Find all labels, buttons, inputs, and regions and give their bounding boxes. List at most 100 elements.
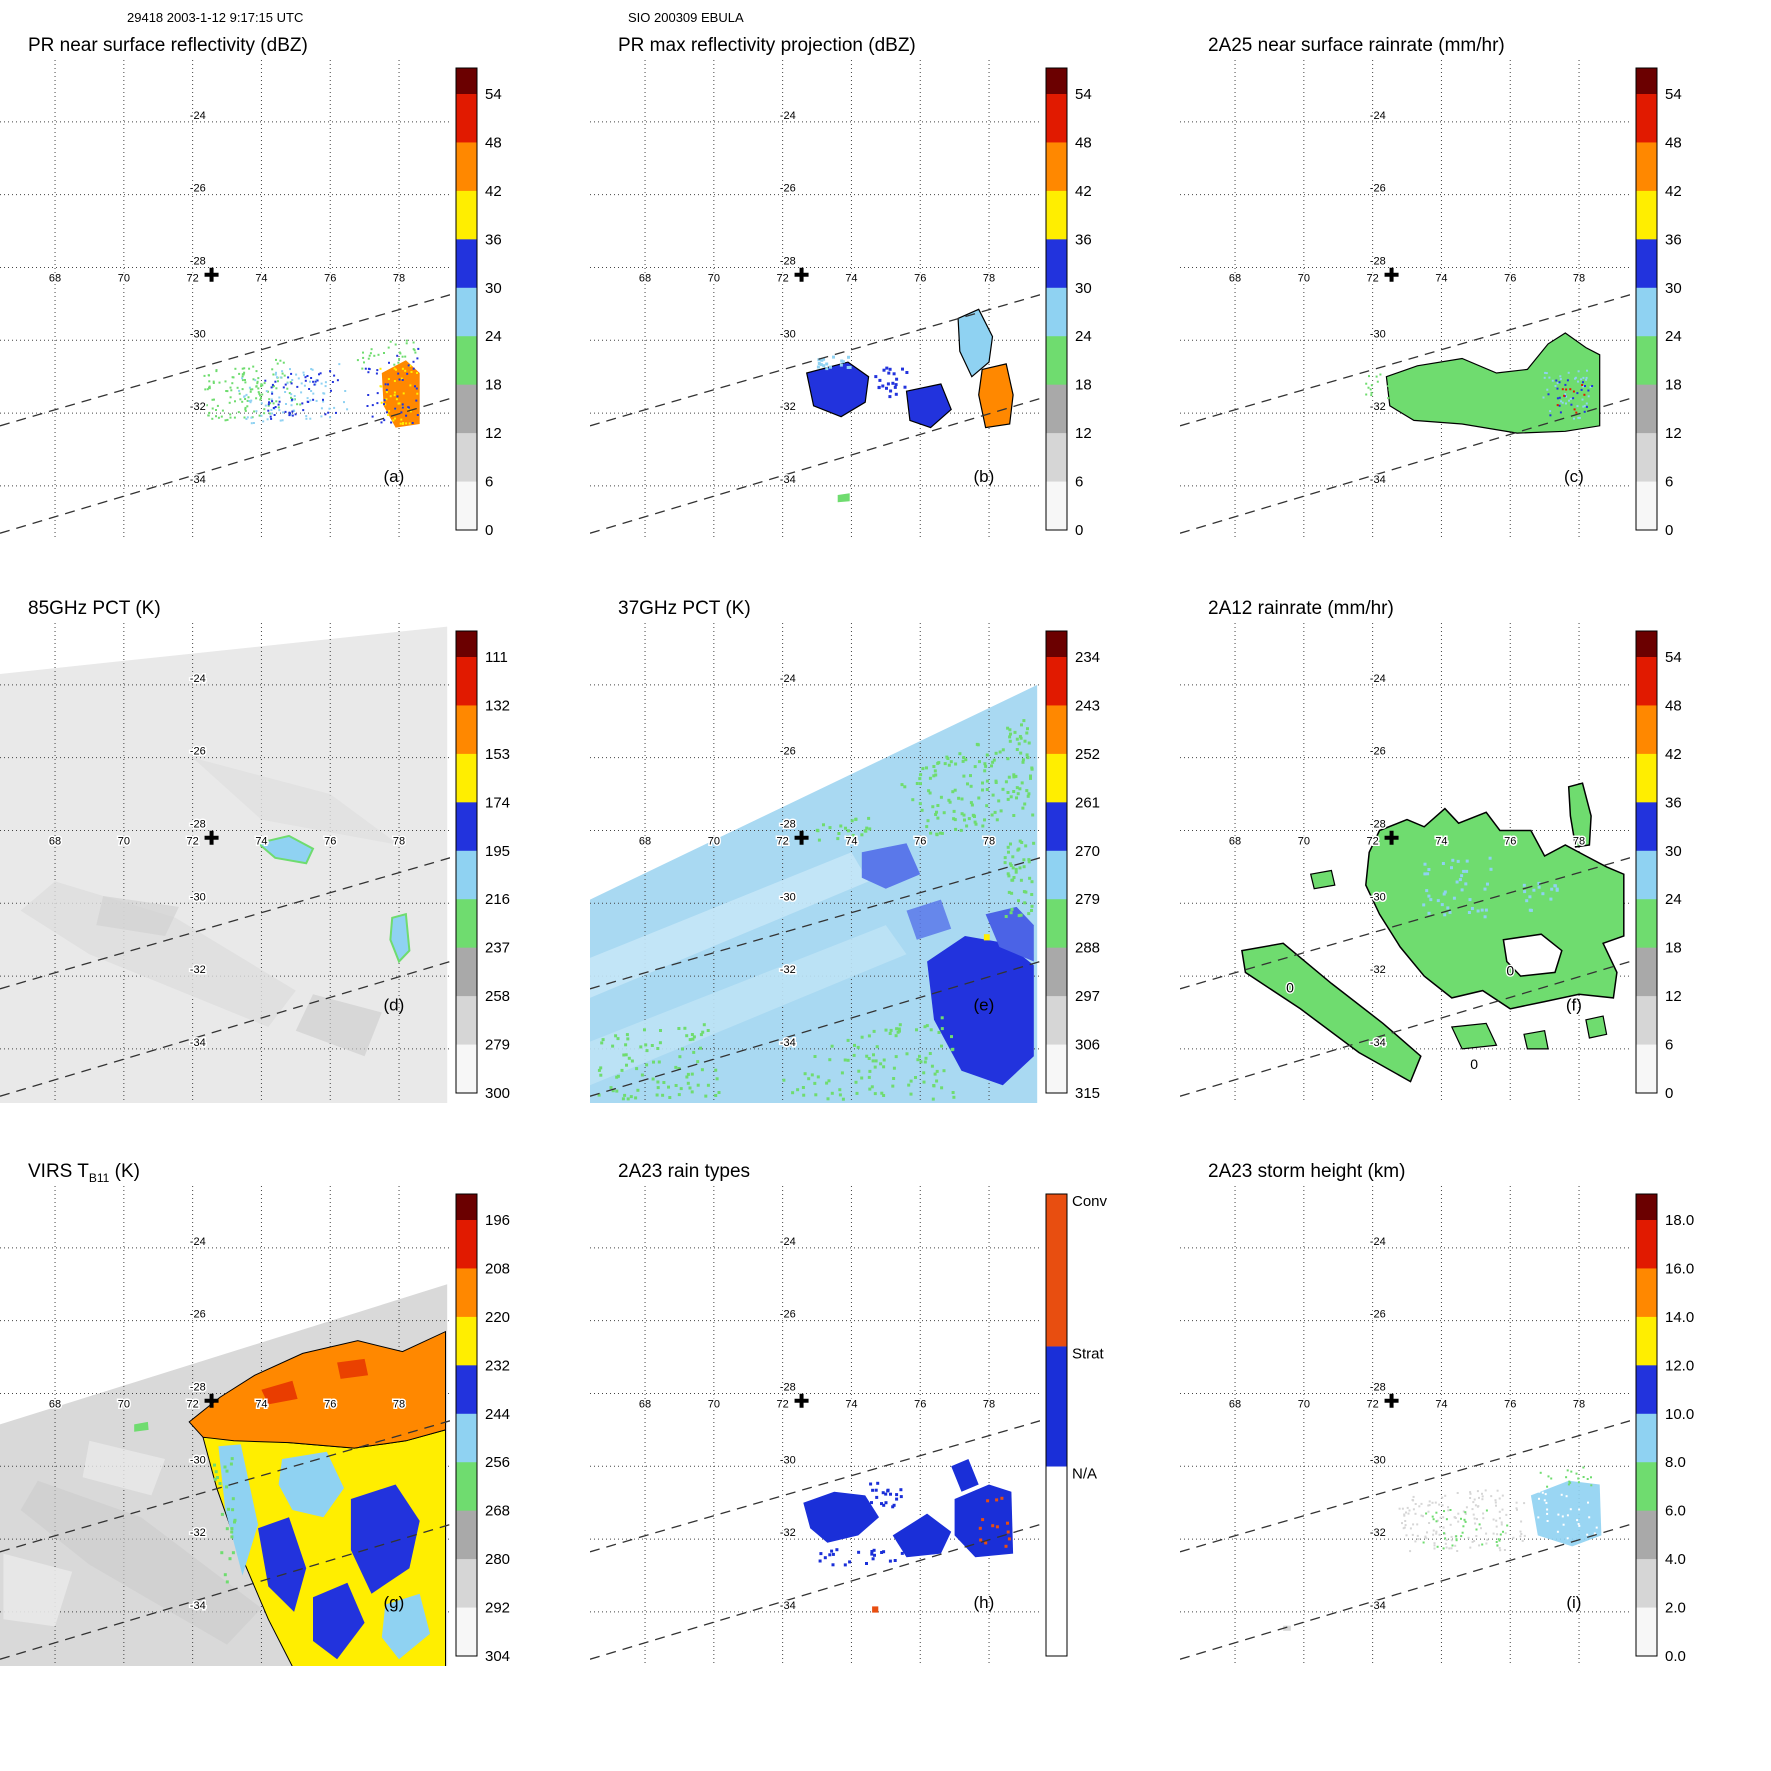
svg-text:-34: -34 [780, 474, 796, 486]
svg-text:4.0: 4.0 [1665, 1551, 1686, 1568]
svg-text:70: 70 [1298, 835, 1310, 847]
svg-text:-34: -34 [1370, 474, 1386, 486]
swath-edge-lines [1180, 294, 1630, 534]
svg-text:18.0: 18.0 [1665, 1212, 1694, 1229]
svg-text:-32: -32 [190, 1527, 206, 1539]
map-data-features [20, 757, 411, 1057]
panel-title-text: 2A23 storm height (km) [1208, 1161, 1406, 1182]
map-coordinate-labels: -24 -26 -28 -30 -32 -34 68 70 72 74 76 78 [637, 1234, 996, 1613]
svg-text:258: 258 [485, 988, 510, 1005]
svg-text:78: 78 [393, 835, 405, 847]
svg-text:-28: -28 [1370, 818, 1386, 830]
svg-text:78: 78 [393, 1398, 405, 1410]
svg-text:74: 74 [1435, 1398, 1447, 1410]
svg-text:72: 72 [777, 1398, 789, 1410]
map-data-features [1283, 1466, 1602, 1631]
map-grid [590, 1186, 1040, 1666]
colorbar: Conv Strat N/A [1045, 1193, 1108, 1657]
svg-text:74: 74 [255, 835, 267, 847]
svg-text:54: 54 [1665, 649, 1682, 666]
svg-text:-24: -24 [190, 110, 206, 122]
svg-text:-30: -30 [190, 1454, 206, 1466]
svg-text:6: 6 [1665, 1037, 1673, 1054]
svg-text:72: 72 [187, 1398, 199, 1410]
panel-title-text: 37GHz PCT (K) [618, 598, 751, 619]
svg-text:78: 78 [983, 835, 995, 847]
svg-text:-34: -34 [190, 1037, 206, 1049]
svg-text:220: 220 [485, 1309, 510, 1326]
svg-text:72: 72 [187, 835, 199, 847]
svg-text:-28: -28 [1370, 255, 1386, 267]
svg-text:78: 78 [393, 272, 405, 284]
svg-text:70: 70 [708, 272, 720, 284]
svg-text:36: 36 [1075, 231, 1092, 248]
svg-text:12: 12 [1665, 425, 1682, 442]
svg-text:-32: -32 [190, 401, 206, 413]
svg-text:42: 42 [1075, 183, 1092, 200]
map-coordinate-labels: -24 -26 -28 -30 -32 -34 68 70 72 74 76 78 [47, 108, 406, 487]
svg-text:70: 70 [708, 1398, 720, 1410]
swath-edge-lines [590, 294, 1040, 534]
swath-edge-lines [1180, 1420, 1630, 1660]
svg-text:-24: -24 [1370, 1236, 1386, 1248]
svg-text:24: 24 [1075, 328, 1092, 345]
panel-title: 2A23 rain types [590, 1158, 1180, 1186]
svg-text:70: 70 [708, 835, 720, 847]
svg-text:-28: -28 [190, 1381, 206, 1393]
svg-text:68: 68 [49, 272, 61, 284]
svg-text:54: 54 [485, 86, 502, 103]
svg-text:24: 24 [485, 328, 502, 345]
swath-edge-lines [0, 857, 450, 1097]
panel-title: 2A12 rainrate (mm/hr) [1180, 595, 1770, 623]
crosshair-marker [794, 1393, 809, 1408]
map-grid [0, 60, 450, 540]
panel-letter: (e) [973, 996, 994, 1015]
svg-text:76: 76 [914, 835, 926, 847]
svg-text:76: 76 [324, 835, 336, 847]
svg-text:304: 304 [485, 1648, 510, 1665]
panel-title: 85GHz PCT (K) [0, 595, 590, 623]
svg-text:270: 270 [1075, 843, 1100, 860]
colorbar: 54 48 42 36 30 24 18 12 6 0 [1635, 67, 1682, 539]
svg-text:6.0: 6.0 [1665, 1503, 1686, 1520]
svg-text:280: 280 [485, 1551, 510, 1568]
svg-text:-26: -26 [1370, 746, 1386, 758]
panel-title: PR near surface reflectivity (dBZ) [0, 32, 590, 60]
svg-text:24: 24 [1665, 328, 1682, 345]
colorbar-scale: 196 208 220 232 244 256 268 280 292 304 [455, 1193, 510, 1665]
svg-text:0: 0 [1665, 522, 1673, 539]
svg-text:-30: -30 [780, 328, 796, 340]
svg-text:208: 208 [485, 1260, 510, 1277]
svg-text:54: 54 [1075, 86, 1092, 103]
svg-text:70: 70 [1298, 1398, 1310, 1410]
svg-text:243: 243 [1075, 697, 1100, 714]
colorbar-scale: 234 243 252 261 270 279 288 297 306 315 [1045, 630, 1100, 1102]
colorbar: 54 48 42 36 30 24 18 12 6 0 [1635, 630, 1682, 1102]
svg-text:-28: -28 [780, 1381, 796, 1393]
svg-text:68: 68 [1229, 272, 1241, 284]
header-timestamp: 29418 2003-1-12 9:17:15 UTC [127, 10, 304, 25]
svg-text:0: 0 [1470, 1056, 1478, 1072]
svg-text:12: 12 [485, 425, 502, 442]
svg-text:-26: -26 [1370, 1309, 1386, 1321]
map-coordinate-labels: -24 -26 -28 -30 -32 -34 68 70 72 74 76 78 [637, 108, 996, 487]
colorbar-scale: Conv Strat N/A [1045, 1193, 1108, 1657]
map-grid [590, 60, 1040, 540]
svg-text:-26: -26 [780, 183, 796, 195]
map-background-field [0, 626, 448, 1103]
svg-text:-24: -24 [780, 1236, 796, 1248]
map-coordinate-labels: -24 -26 -28 -30 -32 -34 68 70 72 74 76 78 [1227, 1234, 1586, 1613]
svg-text:36: 36 [1665, 231, 1682, 248]
svg-text:-30: -30 [190, 891, 206, 903]
colorbar-scale: 54 48 42 36 30 24 18 12 6 0 [1635, 67, 1682, 539]
panel-letter: (c) [1564, 467, 1584, 486]
crosshair-marker [1384, 1393, 1399, 1408]
svg-text:306: 306 [1075, 1037, 1100, 1054]
svg-text:256: 256 [485, 1454, 510, 1471]
panel-title-text: VIRS T [28, 1161, 89, 1182]
svg-text:-30: -30 [1370, 1454, 1386, 1466]
svg-text:76: 76 [914, 1398, 926, 1410]
svg-text:-34: -34 [780, 1037, 796, 1049]
svg-text:244: 244 [485, 1406, 510, 1423]
swath-edge-lines [590, 1420, 1040, 1660]
